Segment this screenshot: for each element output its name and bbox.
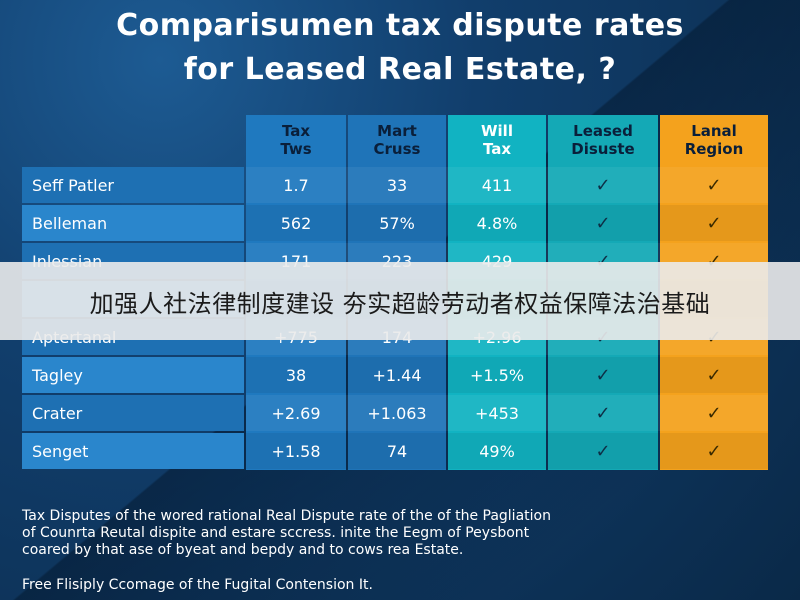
row-band (246, 433, 768, 469)
header-lanal-region: Lanal Region (684, 122, 744, 158)
row-band (246, 167, 768, 203)
overlay-banner: 加强人社法律制度建设 夯实超龄劳动者权益保障法治基础 (0, 262, 800, 340)
table-row: Senget +1.58 74 49% ✓ ✓ (22, 433, 768, 469)
cell-will-tax: 411 (481, 175, 513, 195)
overlay-banner-text: 加强人社法律制度建设 夯实超龄劳动者权益保障法治基础 (89, 289, 711, 318)
check-icon: ✓ (595, 364, 611, 386)
check-icon: ✓ (595, 212, 611, 234)
cell-mart-cruss: +1.063 (367, 403, 427, 423)
cell-tax-tws: 38 (285, 365, 307, 385)
cell-lanal-region: ✓ (660, 167, 768, 203)
cell-leased-disuste: ✓ (548, 433, 658, 469)
cell-leased-disuste: ✓ (548, 205, 658, 241)
row-label-bg (22, 205, 244, 241)
cell-will-tax: +1.5% (469, 365, 525, 385)
row-label: Tagley (32, 365, 83, 385)
footer-text: Free Flisiply Ccomage of the Fugital Con… (22, 577, 373, 593)
cell-mart-cruss: +1.44 (372, 365, 422, 385)
cell-lanal-region: ✓ (660, 357, 768, 393)
page-title: Comparisumen tax dispute rates for Lease… (0, 4, 800, 92)
cell-leased-disuste: ✓ (548, 357, 658, 393)
cell-will-tax: +453 (475, 403, 519, 423)
footnote: Tax Disputes of the wored rational Real … (22, 508, 782, 559)
row-band (246, 357, 768, 393)
header-leased-disuste: Leased Disuste (571, 122, 635, 158)
row-label-bg (22, 395, 244, 431)
cell-tax-tws: 1.7 (283, 175, 309, 195)
check-icon: ✓ (706, 440, 722, 462)
table-row: Crater +2.69 +1.063 +453 ✓ ✓ (22, 395, 768, 431)
check-icon: ✓ (595, 440, 611, 462)
table-row: Tagley 38 +1.44 +1.5% ✓ ✓ (22, 357, 768, 393)
title-line-2: for Leased Real Estate, ? (183, 52, 617, 87)
check-icon: ✓ (706, 174, 722, 196)
cell-mart-cruss: 33 (386, 175, 408, 195)
row-band (246, 205, 768, 241)
cell-mart-cruss: 57% (379, 213, 415, 233)
row-label-bg (22, 357, 244, 393)
table-header-row: Tax Tws Mart Cruss Will Tax Leased Disus… (22, 115, 768, 165)
row-label: Seff Patler (32, 175, 114, 195)
cell-lanal-region: ✓ (660, 395, 768, 431)
footnote-line-2: of Counrta Reutal dispite and estare scc… (22, 525, 530, 541)
row-label-bg (22, 167, 244, 203)
footnote-line-3: coared by that ase of byeat and bepdy an… (22, 542, 464, 558)
row-label-bg (22, 433, 244, 469)
cell-lanal-region: ✓ (660, 205, 768, 241)
cell-mart-cruss: 74 (386, 441, 408, 461)
check-icon: ✓ (595, 174, 611, 196)
table-row: Belleman 562 57% 4.8% ✓ ✓ (22, 205, 768, 241)
cell-will-tax: 49% (479, 441, 515, 461)
row-band (246, 395, 768, 431)
header-tax-tws: Tax Tws (280, 122, 312, 158)
table-row: Seff Patler 1.7 33 411 ✓ ✓ (22, 167, 768, 203)
cell-leased-disuste: ✓ (548, 167, 658, 203)
check-icon: ✓ (706, 364, 722, 386)
row-label: Crater (32, 403, 83, 423)
header-will-tax: Will Tax (481, 122, 513, 158)
cell-tax-tws: +1.58 (271, 441, 321, 461)
cell-leased-disuste: ✓ (548, 395, 658, 431)
cell-tax-tws: +2.69 (271, 403, 321, 423)
cell-will-tax: 4.8% (476, 213, 518, 233)
cell-lanal-region: ✓ (660, 433, 768, 469)
check-icon: ✓ (706, 212, 722, 234)
footnote-line-1: Tax Disputes of the wored rational Real … (22, 508, 551, 524)
check-icon: ✓ (595, 402, 611, 424)
row-label: Belleman (32, 213, 108, 233)
row-label: Senget (32, 441, 89, 461)
cell-tax-tws: 562 (280, 213, 312, 233)
header-mart-cruss: Mart Cruss (373, 122, 421, 158)
title-line-1: Comparisumen tax dispute rates (116, 8, 684, 43)
check-icon: ✓ (706, 402, 722, 424)
